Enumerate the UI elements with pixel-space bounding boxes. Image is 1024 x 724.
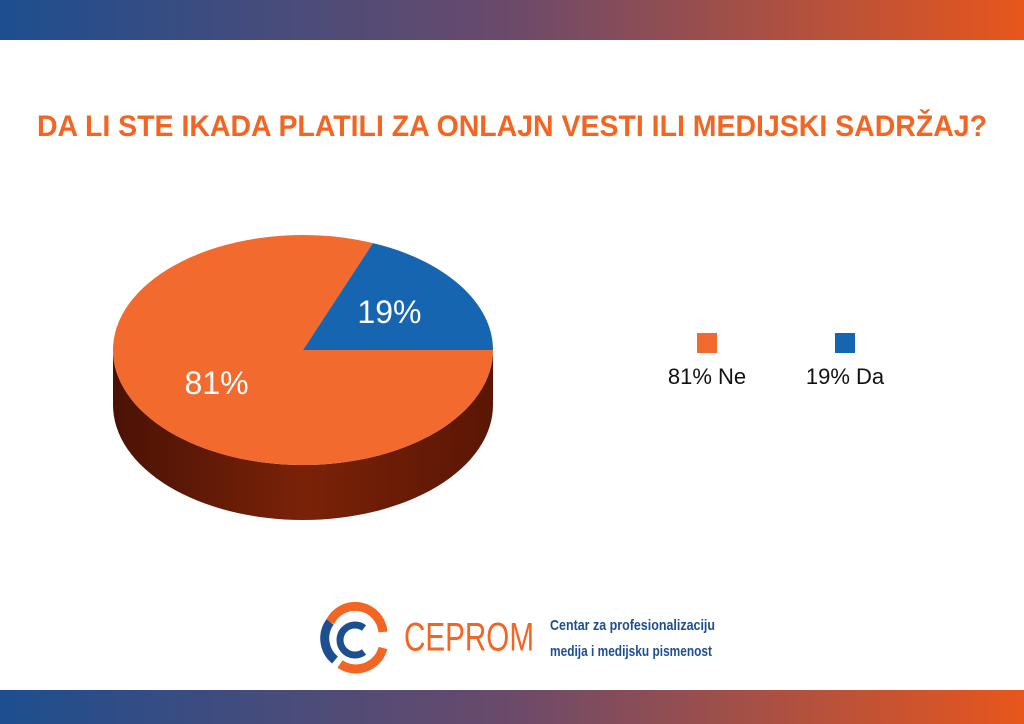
slice-label: 81% — [185, 365, 249, 401]
legend-label: 19% Da — [806, 364, 885, 389]
pie: 81% 19% — [113, 234, 493, 520]
logo-arc — [337, 646, 388, 674]
legend-swatch — [835, 333, 855, 353]
chart-title: DA LI STE IKADA PLATILI ZA ONLAJN VESTI … — [37, 109, 987, 143]
logo-arc — [325, 601, 388, 633]
logo: CEPROM Centar za profesionalizaciju medi… — [320, 601, 715, 674]
bottom-band — [0, 690, 1024, 724]
tagline: medija i medijsku pismenost — [550, 643, 712, 660]
pie-side — [113, 350, 493, 520]
logo-arc — [320, 619, 339, 664]
logo-arc — [336, 621, 367, 659]
legend: 81% Ne 19% Da — [668, 333, 885, 389]
pie-slice — [303, 243, 493, 350]
slice-label: 19% — [357, 294, 421, 330]
logo-text: CEPROM — [404, 616, 534, 660]
top-band — [0, 0, 1024, 40]
tagline: Centar za profesionalizaciju — [550, 617, 715, 634]
legend-label: 81% Ne — [668, 364, 746, 389]
legend-swatch — [697, 333, 717, 353]
